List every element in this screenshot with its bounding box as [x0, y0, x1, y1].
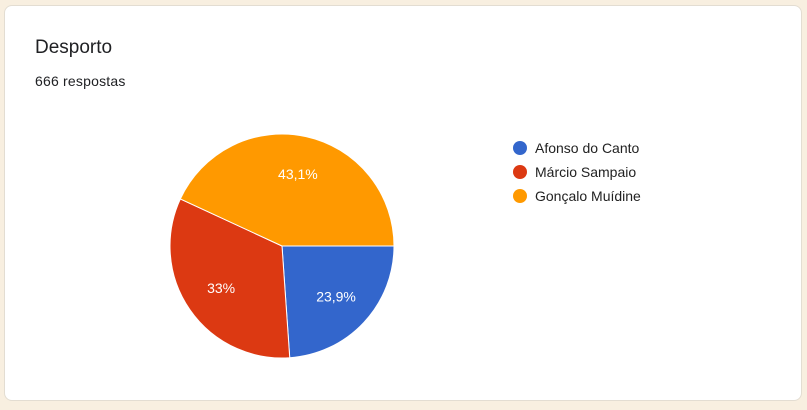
chart-card: Desporto 666 respostas 23,9% 33% 43,1% Afo…	[4, 5, 802, 401]
slice-label: 43,1%	[278, 166, 318, 182]
legend-item[interactable]: Márcio Sampaio	[513, 160, 641, 184]
pie-slice-2[interactable]	[169, 198, 291, 359]
legend: Afonso do Canto Márcio Sampaio Gonçalo M…	[513, 136, 641, 208]
legend-item[interactable]: Gonçalo Muídine	[513, 184, 641, 208]
pie-slice-3[interactable]	[179, 133, 395, 247]
legend-label: Márcio Sampaio	[535, 164, 637, 180]
legend-swatch	[513, 165, 527, 179]
legend-label: Afonso do Canto	[535, 140, 640, 156]
legend-label: Gonçalo Muídine	[535, 188, 641, 204]
slice-label: 23,9%	[316, 288, 356, 304]
legend-swatch	[513, 141, 527, 155]
legend-swatch	[513, 189, 527, 203]
slice-label: 33%	[207, 280, 235, 296]
legend-item[interactable]: Afonso do Canto	[513, 136, 641, 160]
pie-slice-1[interactable]	[281, 245, 395, 359]
question-title: Desporto	[35, 37, 113, 58]
response-count: 666 respostas	[35, 73, 126, 89]
pie-chart: 23,9% 33% 43,1%	[169, 133, 395, 359]
